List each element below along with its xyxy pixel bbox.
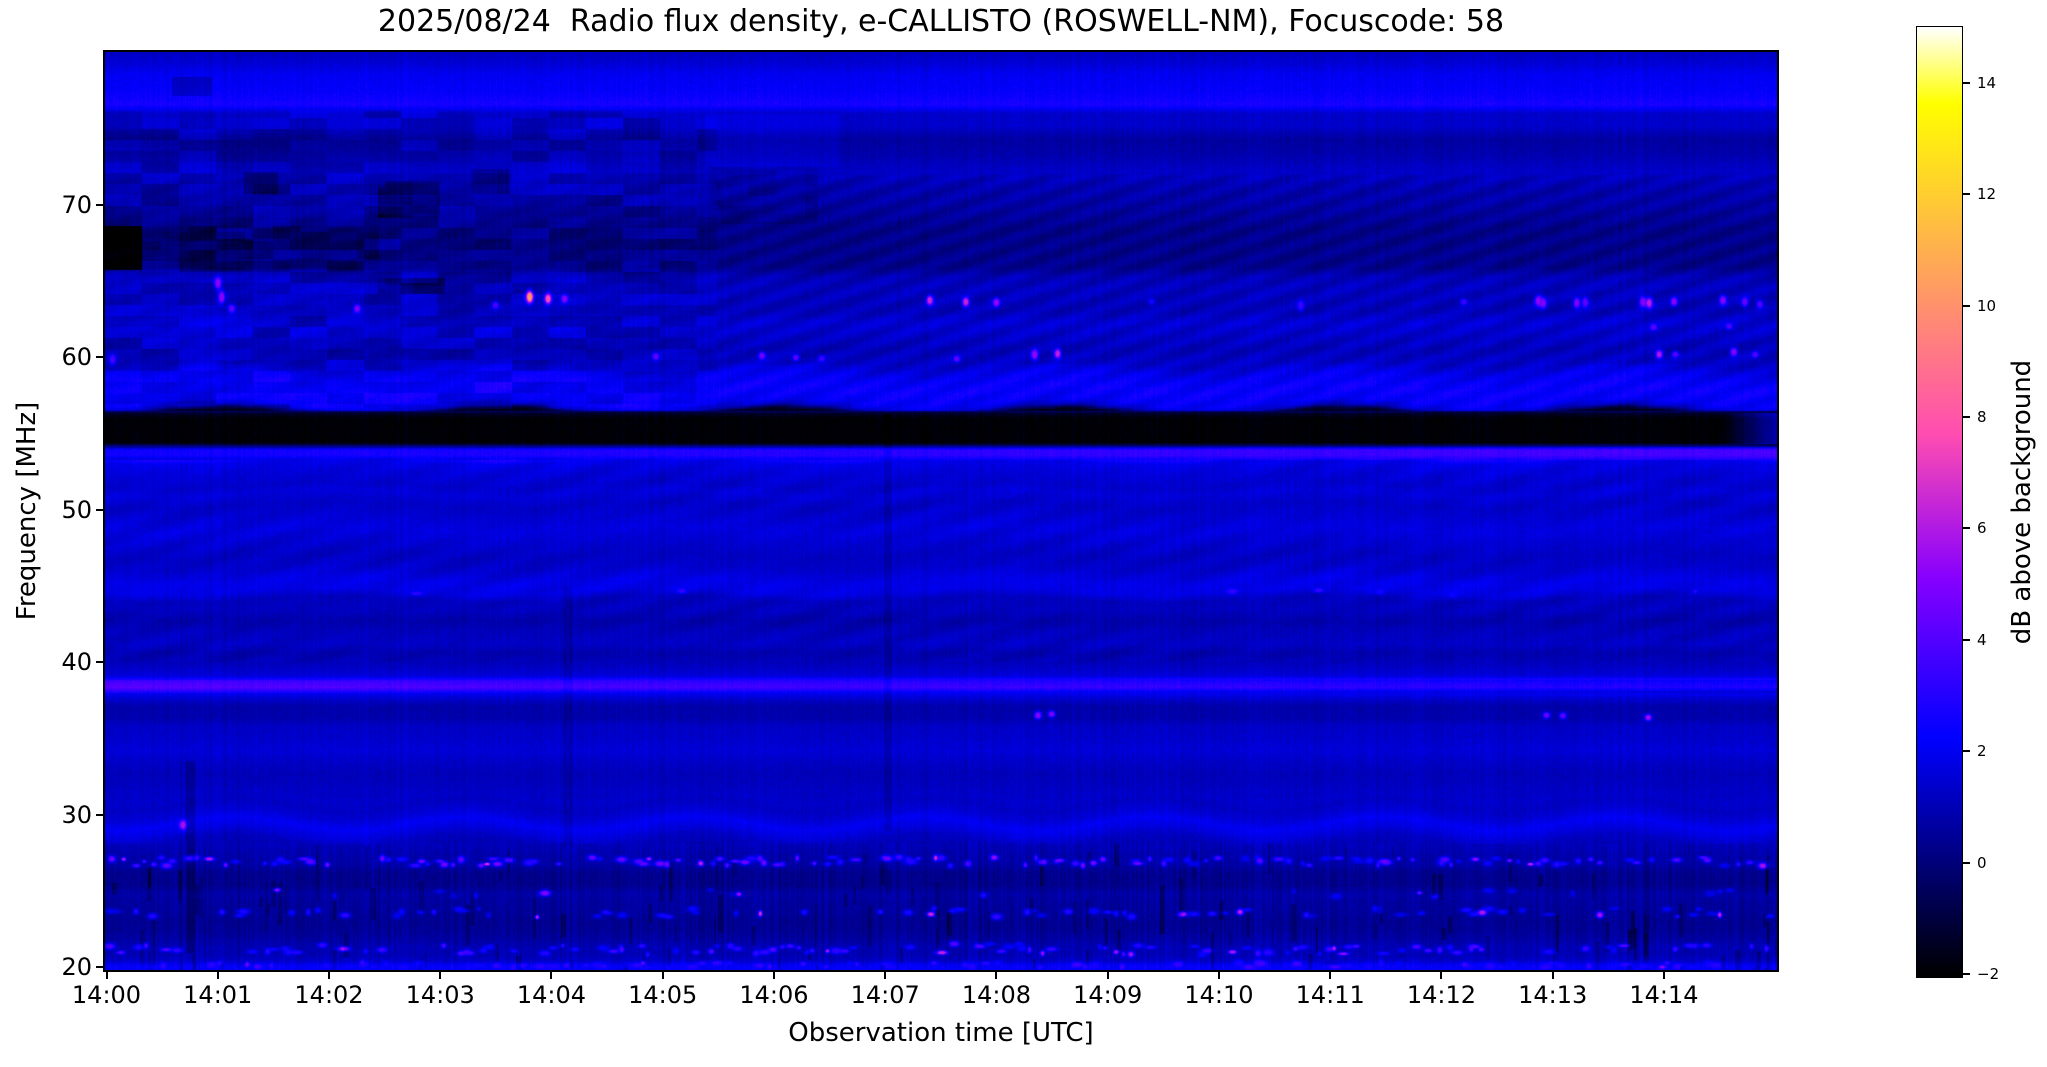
x-tick-mark xyxy=(439,970,442,979)
x-tick-label: 14:04 xyxy=(516,981,587,1009)
x-tick-mark xyxy=(661,970,664,979)
x-tick-label: 14:11 xyxy=(1295,981,1365,1009)
plot-title: 2025/08/24 Radio flux density, e-CALLIST… xyxy=(377,4,1505,39)
x-tick-mark xyxy=(884,970,887,979)
x-tick-mark xyxy=(1440,970,1443,979)
x-tick-label: 14:02 xyxy=(294,981,364,1009)
y-tick-label: 70 xyxy=(61,191,92,220)
colorbar-tick-mark xyxy=(1962,81,1970,84)
y-tick-label: 20 xyxy=(61,952,92,981)
colorbar-tick-label: 12 xyxy=(1977,185,1997,204)
colorbar-tick-mark xyxy=(1962,416,1970,419)
x-tick-label: 14:09 xyxy=(1073,981,1143,1009)
x-tick-mark xyxy=(1551,970,1554,979)
x-tick-mark xyxy=(995,970,998,979)
colorbar-tick-mark xyxy=(1962,304,1970,307)
colorbar-tick-label: −2 xyxy=(1977,965,2000,984)
x-tick-mark xyxy=(550,970,553,979)
y-tick-label: 60 xyxy=(61,343,92,372)
x-tick-label: 14:01 xyxy=(183,981,253,1009)
colorbar-tick-label: 2 xyxy=(1977,742,1987,761)
x-tick-label: 14:03 xyxy=(405,981,475,1009)
y-tick-label: 30 xyxy=(61,800,92,829)
x-tick-label: 14:00 xyxy=(71,981,142,1009)
y-tick-mark xyxy=(96,508,105,511)
y-tick-mark xyxy=(96,661,105,664)
x-tick-label: 14:14 xyxy=(1629,981,1699,1009)
y-tick-mark xyxy=(96,965,105,968)
colorbar-tick-mark xyxy=(1962,527,1970,530)
x-tick-mark xyxy=(327,970,330,979)
colorbar-tick-label: 10 xyxy=(1977,296,1997,315)
colorbar-tick-label: 8 xyxy=(1977,408,1987,427)
x-tick-label: 14:10 xyxy=(1184,981,1254,1009)
x-tick-label: 14:05 xyxy=(628,981,698,1009)
y-tick-mark xyxy=(96,204,105,207)
colorbar-tick-mark xyxy=(1962,638,1970,641)
x-tick-label: 14:12 xyxy=(1406,981,1477,1009)
x-tick-mark xyxy=(105,970,108,979)
x-tick-label: 14:08 xyxy=(961,981,1032,1009)
colorbar-tick-mark xyxy=(1962,973,1970,976)
x-tick-mark xyxy=(772,970,775,979)
x-axis-label: Observation time [UTC] xyxy=(788,1018,1094,1048)
colorbar-tick-mark xyxy=(1962,750,1970,753)
colorbar-label: dB above background xyxy=(2007,359,2037,645)
x-tick-mark xyxy=(216,970,219,979)
y-tick-mark xyxy=(96,356,105,359)
x-tick-mark xyxy=(1217,970,1220,979)
y-tick-mark xyxy=(96,813,105,816)
x-tick-mark xyxy=(1329,970,1332,979)
spectrogram-canvas xyxy=(103,50,1779,972)
x-tick-label: 14:06 xyxy=(739,981,809,1009)
colorbar-tick-label: 0 xyxy=(1977,853,1987,872)
x-tick-mark xyxy=(1662,970,1665,979)
colorbar-canvas xyxy=(1916,26,1963,978)
x-tick-label: 14:07 xyxy=(850,981,920,1009)
colorbar-tick-label: 4 xyxy=(1977,630,1987,649)
colorbar-tick-mark xyxy=(1962,861,1970,864)
colorbar-tick-label: 6 xyxy=(1977,519,1987,538)
colorbar-tick-label: 14 xyxy=(1977,73,1997,92)
colorbar-tick-mark xyxy=(1962,193,1970,196)
x-tick-mark xyxy=(1106,970,1109,979)
y-tick-label: 50 xyxy=(61,495,92,524)
y-tick-label: 40 xyxy=(61,648,92,677)
x-tick-label: 14:13 xyxy=(1518,981,1588,1009)
